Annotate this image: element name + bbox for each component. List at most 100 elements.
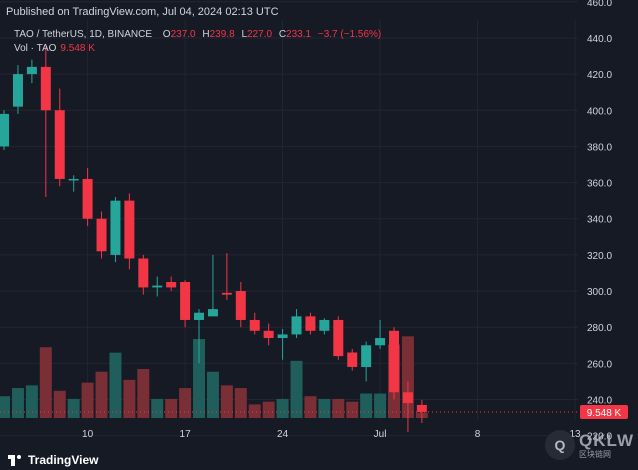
candle-body (235, 291, 246, 320)
candle-body (40, 66, 51, 111)
watermark-text: QKLW (579, 430, 634, 450)
y-tick-label: 460.0 (587, 0, 612, 9)
volume-bar (67, 398, 80, 418)
legend-close-value: 233.1 (286, 29, 312, 40)
candle-body (347, 352, 358, 367)
price-markers: 233.19.548 K (0, 404, 628, 419)
volume-bar (0, 396, 11, 418)
watermark-subtext: 区块链网 (579, 449, 611, 459)
last-volume-tag (580, 405, 628, 419)
y-axis-labels: 220.0 240.0 260.0 280.0 300.0 320.0 340.0 360.0… (587, 0, 612, 443)
candle-body (26, 66, 37, 75)
y-tick-label: 240.0 (587, 396, 612, 407)
legend-change: −3.7 (−1.56%) (317, 29, 382, 40)
candle-body (194, 312, 205, 320)
candle-body (180, 282, 191, 320)
volume-bar (304, 396, 317, 418)
last-volume-label: 9.548 K (587, 408, 622, 419)
candle-body (96, 218, 107, 252)
volume-bar (123, 379, 136, 418)
volume-bar (332, 398, 345, 418)
volume-bar (95, 371, 108, 418)
y-tick-label: 220.0 (587, 432, 612, 443)
x-tick-label: Jul (374, 429, 387, 440)
candle-body (68, 178, 79, 181)
y-tick-label: 320.0 (587, 251, 612, 262)
volume-bar (220, 385, 233, 418)
volume-bar (39, 347, 52, 418)
volume-bar (109, 352, 122, 418)
candle-body (277, 334, 288, 339)
tradingview-logo[interactable]: TradingView (8, 453, 98, 467)
volume-bar (360, 393, 373, 418)
candle-body (263, 330, 274, 339)
legend-high-value: 239.8 (209, 29, 235, 40)
candle-body (12, 74, 23, 107)
candle-body (361, 345, 372, 367)
volume-bar (346, 401, 359, 418)
published-note: Published on TradingView.com, Jul 04, 20… (6, 6, 279, 18)
volume-bar (248, 404, 261, 418)
volume-bar (53, 390, 66, 418)
tradingview-logo-icon (8, 454, 24, 466)
candle-body (124, 200, 135, 259)
candle-body (333, 319, 344, 357)
y-tick-label: 260.0 (587, 359, 612, 370)
y-tick-label: 400.0 (587, 106, 612, 117)
x-tick-label: 24 (277, 429, 289, 440)
y-tick-label: 280.0 (587, 323, 612, 334)
volume-bar (262, 401, 275, 418)
candle-body (416, 404, 427, 412)
legend-high-label: H (202, 29, 210, 40)
candle-body (82, 178, 93, 219)
volume-bar (193, 339, 206, 418)
volume-bar (11, 388, 24, 418)
volume-bar (151, 398, 164, 418)
candle-body (291, 316, 302, 335)
legend-symbol: TAO / TetherUS, 1D, BINANCE (14, 29, 153, 40)
volume-bar (206, 371, 219, 418)
candlesticks (0, 47, 427, 433)
y-tick-label: 420.0 (587, 70, 612, 81)
candle-body (402, 392, 413, 404)
candle-body (249, 319, 260, 331)
grid-lines (0, 1, 578, 437)
x-tick-label: 17 (180, 429, 192, 440)
candle-body (0, 113, 10, 147)
y-tick-label: 340.0 (587, 215, 612, 226)
volume-bar (179, 388, 192, 418)
y-tick-label: 300.0 (587, 287, 612, 298)
volume-bar (318, 398, 331, 418)
tradingview-brand: TradingView (28, 453, 99, 467)
candle-body (152, 285, 163, 288)
y-tick-label: 440.0 (587, 34, 612, 45)
legend-low-value: 227.0 (247, 29, 273, 40)
legend-low-label: L (241, 29, 247, 40)
volume-bar (137, 369, 150, 418)
legend-volume-value: 9.548 K (60, 43, 95, 54)
watermark: Q QKLW 区块链网 (545, 430, 634, 460)
legend-open-value: 237.0 (170, 29, 196, 40)
candle-body (319, 319, 330, 331)
x-tick-label: 13 (570, 429, 582, 440)
volume-bar (81, 382, 94, 418)
x-tick-label: 8 (475, 429, 481, 440)
legend-open-label: O (162, 29, 171, 40)
y-tick-label: 380.0 (587, 142, 612, 153)
x-axis-labels: 10 17 24 Jul 8 13 (82, 429, 581, 440)
volume-bar (374, 393, 387, 418)
candle-body (54, 110, 65, 179)
legend-volume-label: Vol · TAO (14, 43, 57, 54)
volume-bars (0, 336, 428, 418)
candle-body (389, 330, 400, 393)
watermark-badge-icon: Q (545, 430, 575, 460)
candle-body (221, 292, 232, 295)
y-tick-label: 360.0 (587, 179, 612, 190)
candle-body (207, 309, 218, 317)
legend-volume-row: Vol · TAO 9.548 K (14, 43, 95, 54)
volume-bar (234, 388, 247, 418)
legend-close-label: C (278, 29, 287, 40)
x-tick-label: 10 (82, 429, 94, 440)
volume-bar (25, 385, 38, 418)
